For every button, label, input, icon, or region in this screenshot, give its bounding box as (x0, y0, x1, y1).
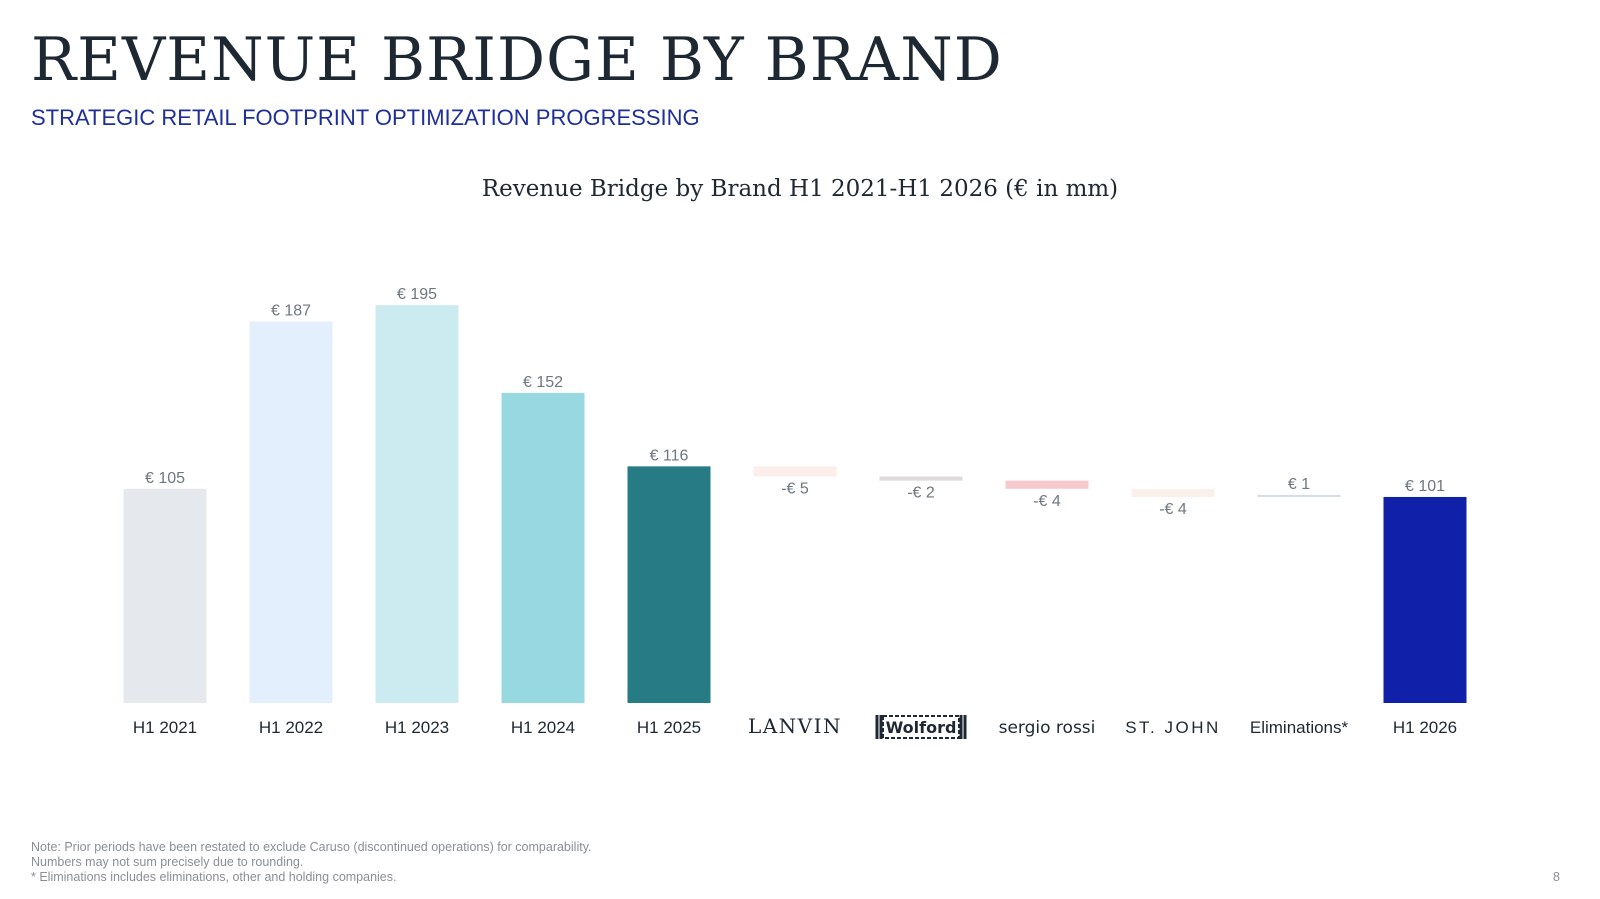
bar-h1-2021 (123, 488, 207, 703)
footnote-note: Note: Prior periods have been restated t… (31, 840, 592, 854)
page-number: 8 (1553, 870, 1560, 884)
chart-category-labels: H1 2021 H1 2022 H1 2023 H1 2024 H1 2025 LANVI… (133, 714, 1457, 739)
data-label-h1-2022: € 187 (271, 303, 311, 320)
category-label-sergio-rossi: sergio rossi (999, 718, 1096, 738)
bar-h1-2024 (501, 392, 585, 703)
bar-h1-2023 (375, 305, 459, 703)
footnote-rounding: Numbers may not sum precisely due to rou… (31, 855, 304, 869)
chart-title: Revenue Bridge by Brand H1 2021-H1 2026 … (481, 176, 1119, 202)
wolford-logo-bar (963, 715, 967, 739)
data-label-wolford: -€ 2 (907, 485, 935, 502)
wolford-logo-bar (959, 715, 963, 739)
footnote-eliminations: * Eliminations includes eliminations, ot… (31, 870, 397, 884)
category-label-st-john: ST. JOHN (1125, 718, 1221, 737)
bar-wolford (879, 476, 963, 481)
bar-lanvin (753, 466, 837, 477)
category-label-h1-2025: H1 2025 (637, 718, 701, 737)
data-label-h1-2026: € 101 (1405, 478, 1445, 495)
bar-h1-2025 (627, 466, 711, 703)
category-label-h1-2026: H1 2026 (1393, 718, 1457, 737)
bar-h1-2022 (249, 321, 333, 703)
wolford-logo-frame (882, 715, 960, 739)
category-label-h1-2023: H1 2023 (385, 718, 449, 737)
wolford-logo-bar (875, 715, 879, 739)
data-label-h1-2021: € 105 (145, 470, 185, 487)
page-subtitle: STRATEGIC RETAIL FOOTPRINT OPTIMIZATION … (31, 105, 700, 130)
data-label-h1-2023: € 195 (397, 286, 437, 303)
data-label-h1-2024: € 152 (523, 374, 563, 391)
data-label-st-john: -€ 4 (1159, 501, 1187, 518)
bar-st-john (1131, 488, 1215, 497)
page-title: REVENUE BRIDGE BY BRAND (31, 25, 1003, 95)
category-label-h1-2022: H1 2022 (259, 718, 323, 737)
wolford-logo-bar (879, 715, 883, 739)
category-label-h1-2021: H1 2021 (133, 718, 197, 737)
category-label-wolford: Wolford (886, 718, 957, 737)
data-label-sergio-rossi: -€ 4 (1033, 493, 1061, 510)
category-label-lanvin: LANVIN (748, 714, 842, 738)
bar-h1-2026 (1383, 496, 1467, 703)
chart-bars (123, 305, 1467, 703)
data-label-lanvin: -€ 5 (781, 481, 809, 498)
data-label-h1-2025: € 116 (650, 447, 689, 464)
chart-data-labels: € 105 € 187 € 195 € 152 € 116 -€ 5 -€ 2 -€ 4 -€ … (145, 286, 1445, 518)
category-label-h1-2024: H1 2024 (511, 718, 575, 737)
bar-sergio-rossi (1005, 480, 1089, 489)
footnotes: Note: Prior periods have been restated t… (31, 840, 592, 885)
category-label-eliminations: Eliminations* (1250, 718, 1349, 737)
bar-eliminations (1257, 494, 1341, 497)
data-label-eliminations: € 1 (1288, 476, 1310, 493)
